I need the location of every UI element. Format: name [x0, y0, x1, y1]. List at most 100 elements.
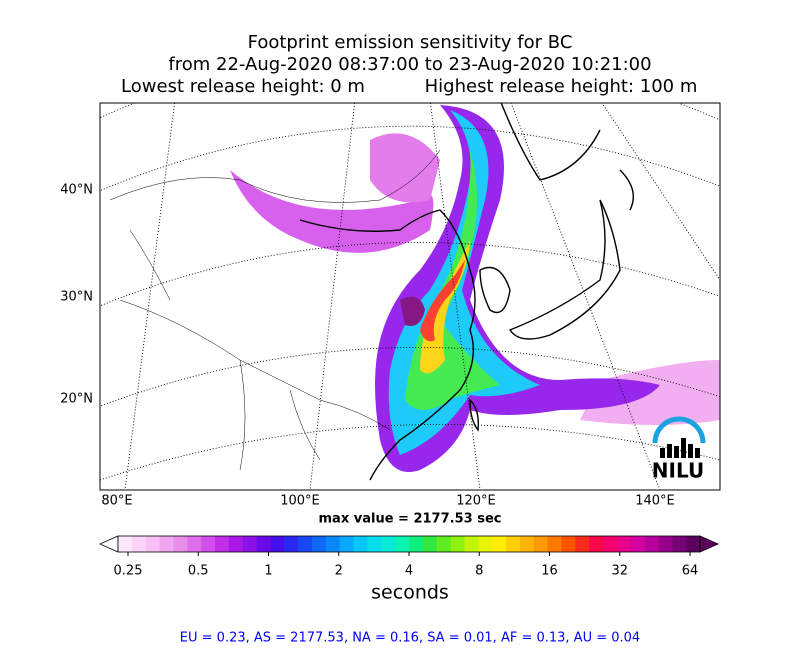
- colorbar-swatch: [464, 536, 479, 552]
- lon-label: 140°E: [635, 494, 675, 509]
- colorbar-extend-low: [99, 535, 119, 553]
- colorbar-tick-label: 0.5: [188, 564, 209, 579]
- title-line: Lowest release height: 0 m: [121, 76, 365, 97]
- colorbar-swatch: [187, 536, 202, 552]
- lat-label: 20°N: [60, 392, 93, 407]
- colorbar-swatch: [672, 536, 687, 552]
- colorbar-swatch: [603, 536, 618, 552]
- colorbar-swatch: [506, 536, 521, 552]
- plume-area: [400, 296, 425, 326]
- colorbar-swatch: [256, 536, 271, 552]
- graticule-line: [100, 125, 720, 192]
- colorbar-swatch: [547, 536, 562, 552]
- colorbar-swatch: [533, 536, 549, 552]
- colorbar-swatch: [422, 536, 438, 552]
- colorbar-tick-label: 8: [475, 564, 483, 579]
- plume: [230, 105, 720, 472]
- border-line: [289, 389, 321, 461]
- lat-label: 40°N: [60, 183, 93, 198]
- colorbar-swatch: [644, 536, 659, 552]
- colorbar: 0.25 0.5 1 2 4 8 16 32 64: [99, 535, 719, 579]
- colorbar-tick-label: 64: [682, 564, 699, 579]
- title-line: Footprint emission sensitivity for BC: [248, 32, 573, 53]
- graticule: [100, 103, 720, 490]
- colorbar-swatch: [630, 536, 646, 552]
- lon-label: 100°E: [280, 494, 320, 509]
- graticule-line: [100, 424, 720, 481]
- border-line: [109, 149, 441, 203]
- colorbar-swatch: [215, 536, 230, 552]
- coastlines: [299, 103, 634, 481]
- colorbar-swatch: [228, 536, 244, 552]
- lon-label: 120°E: [456, 494, 496, 509]
- map-frame: [99, 102, 721, 491]
- colorbar-swatch: [118, 536, 133, 552]
- map: [100, 103, 720, 490]
- graticule-line: [510, 103, 661, 490]
- plume-area: [370, 133, 440, 203]
- graticule-line: [309, 103, 356, 490]
- colorbar-swatch: [353, 536, 368, 552]
- coastline: [619, 169, 634, 211]
- colorbar-swatch: [298, 536, 313, 552]
- border-line: [129, 229, 171, 301]
- region-values: EU = 0.23, AS = 2177.53, NA = 0.16, SA =…: [180, 631, 640, 646]
- colorbar-swatch: [325, 536, 341, 552]
- border-line: [239, 359, 246, 471]
- colorbar-tick-label: 32: [611, 564, 628, 579]
- colorbar-tick-label: 16: [541, 564, 558, 579]
- coastline: [299, 209, 476, 481]
- colorbar-swatch: [270, 536, 285, 552]
- coastline: [469, 398, 480, 432]
- lat-label: 30°N: [60, 290, 93, 305]
- colorbar-swatch: [395, 536, 410, 552]
- logo-bar: [667, 444, 672, 458]
- graticule-line: [429, 103, 481, 490]
- logo-text: NILU: [652, 459, 704, 483]
- coastline: [500, 103, 601, 181]
- border-line: [119, 299, 391, 431]
- colorbar-swatch: [478, 536, 493, 552]
- colorbar-label: seconds: [371, 582, 449, 604]
- colorbar-swatch: [312, 536, 327, 552]
- colorbar-tick-label: 4: [405, 564, 413, 579]
- plume-area: [230, 170, 434, 253]
- title-line: from 22-Aug-2020 08:37:00 to 23-Aug-2020…: [168, 54, 651, 75]
- graticule-line: [100, 242, 720, 307]
- colorbar-swatch: [492, 536, 507, 552]
- colorbar-swatch: [131, 536, 147, 552]
- max-value: max value = 2177.53 sec: [319, 512, 502, 527]
- colorbar-swatch: [367, 536, 382, 552]
- coastline: [508, 199, 621, 340]
- logo-bar: [681, 438, 686, 458]
- colorbar-tick-label: 0.25: [114, 564, 143, 579]
- graticule-line: [601, 103, 720, 281]
- colorbar-swatch: [242, 536, 258, 552]
- colorbar-tick-label: 1: [264, 564, 272, 579]
- colorbar-swatch: [409, 536, 424, 552]
- colorbar-swatch: [339, 536, 355, 552]
- plume-area: [420, 260, 465, 342]
- graticule-line: [124, 103, 176, 490]
- logo-arc: [652, 416, 706, 444]
- colorbar-swatch: [575, 536, 590, 552]
- logo-bar: [674, 446, 679, 458]
- colorbar-swatch: [686, 536, 701, 552]
- colorbar-swatch: [381, 536, 396, 552]
- colorbar-swatch: [450, 536, 465, 552]
- colorbar-swatch: [589, 536, 604, 552]
- colorbar-swatch: [201, 536, 216, 552]
- colorbar-swatch: [173, 536, 188, 552]
- colorbar-swatch: [159, 536, 174, 552]
- title-line: Highest release height: 100 m: [425, 76, 698, 97]
- colorbar-swatch: [284, 536, 299, 552]
- colorbar-tick-label: 2: [335, 564, 343, 579]
- colorbar-swatch: [658, 536, 673, 552]
- colorbar-swatch: [616, 536, 632, 552]
- logo-bar: [660, 448, 665, 458]
- borders: [109, 149, 441, 471]
- colorbar-swatch: [145, 536, 161, 552]
- logo-bar: [688, 444, 693, 458]
- logo-bar: [695, 448, 700, 458]
